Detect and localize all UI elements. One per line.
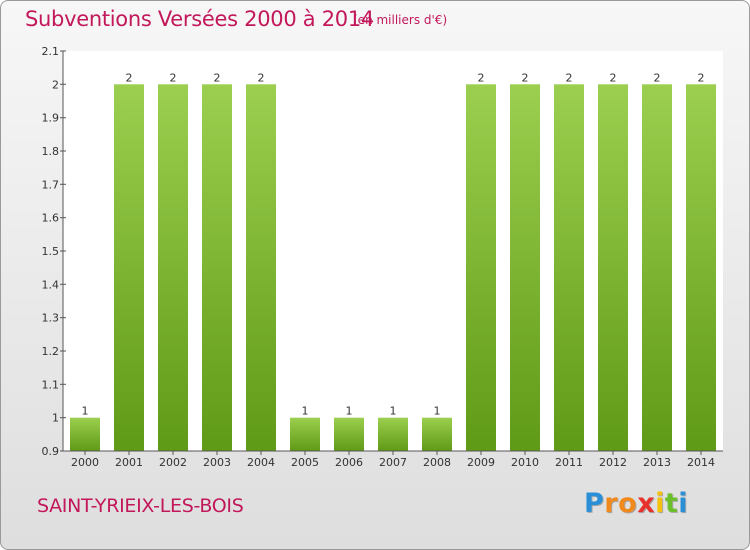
bar-2004: [246, 84, 276, 452]
data-labels-group: 1 2 2 2 2 1 1 1 1 2 2 2 2 2 2: [82, 71, 705, 417]
y-axis: 0.9 1 1.1 1.2 1.3 1.4 1.5 1.6 1.7 1.8 1.9 2 2.1: [42, 45, 66, 458]
bar-2011: [554, 84, 584, 452]
x-tick-label-2001: 2001: [115, 456, 143, 469]
data-label-2012: 2: [610, 71, 617, 84]
data-label-2001: 2: [126, 71, 133, 84]
y-tick-label-1.6: 1.6: [42, 212, 60, 225]
x-tick-label-2002: 2002: [159, 456, 187, 469]
data-label-2000: 1: [82, 405, 89, 418]
x-tick-label-2014: 2014: [687, 456, 715, 469]
x-tick-label-2003: 2003: [203, 456, 231, 469]
y-tick-label-1.9: 1.9: [42, 112, 60, 125]
bar-2012: [598, 84, 628, 452]
data-label-2010: 2: [522, 71, 529, 84]
logo-letter: t: [664, 488, 679, 519]
x-tick-label-2009: 2009: [467, 456, 495, 469]
bar-2013: [642, 84, 672, 452]
x-tick-label-2007: 2007: [379, 456, 407, 469]
logo-letter: i: [655, 488, 665, 519]
data-label-2009: 2: [478, 71, 485, 84]
y-tick-label-1.4: 1.4: [42, 278, 60, 291]
bar-2005: [290, 417, 320, 451]
bar-2009: [466, 84, 496, 452]
logo-letter: P: [584, 488, 605, 519]
bar-2002: [158, 84, 188, 452]
data-label-2011: 2: [566, 71, 573, 84]
data-label-2004: 2: [258, 71, 265, 84]
logo-letter: i: [678, 488, 689, 519]
data-label-2003: 2: [214, 71, 221, 84]
data-label-2005: 1: [302, 405, 309, 418]
chart-title: Subventions Versées 2000 à 2014: [25, 7, 374, 31]
chart-subtitle: (en milliers d'€): [353, 13, 448, 27]
bar-2008: [422, 417, 452, 451]
bar-2010: [510, 84, 540, 452]
logo-letter: o: [618, 488, 638, 519]
y-tick-label-1.1: 1.1: [42, 378, 60, 391]
data-label-2014: 2: [698, 71, 705, 84]
y-tick-label-1: 1: [52, 412, 59, 425]
data-label-2013: 2: [654, 71, 661, 84]
x-tick-label-2005: 2005: [291, 456, 319, 469]
x-tick-label-2013: 2013: [643, 456, 671, 469]
x-tick-label-2008: 2008: [423, 456, 451, 469]
x-tick-label-2004: 2004: [247, 456, 275, 469]
y-tick-label-1.5: 1.5: [42, 245, 60, 258]
commune-name: SAINT-YRIEIX-LES-BOIS: [37, 495, 244, 517]
bar-2000: [70, 417, 100, 451]
y-tick-label-2.1: 2.1: [42, 45, 60, 58]
x-tick-label-2011: 2011: [555, 456, 583, 469]
bar-2003: [202, 84, 232, 452]
y-tick-label-2: 2: [52, 78, 59, 91]
x-tick-label-2006: 2006: [335, 456, 363, 469]
x-tick-label-2000: 2000: [71, 456, 99, 469]
y-tick-label-1.7: 1.7: [42, 178, 60, 191]
y-tick-label-1.2: 1.2: [42, 345, 60, 358]
y-tick-label-1.8: 1.8: [42, 145, 60, 158]
data-label-2006: 1: [346, 405, 353, 418]
y-tick-label-1.3: 1.3: [42, 312, 60, 325]
y-tick-label-0.9: 0.9: [42, 445, 60, 458]
data-label-2002: 2: [170, 71, 177, 84]
x-tick-label-2012: 2012: [599, 456, 627, 469]
x-axis: 2000 2001 2002 2003 2004 2005 2006 2007 2008 2009…: [63, 450, 723, 469]
bar-2007: [378, 417, 408, 451]
data-label-2007: 1: [390, 405, 397, 418]
bar-2001: [114, 84, 144, 452]
bars-group: [70, 84, 716, 452]
bar-2014: [686, 84, 716, 452]
x-tick-label-2010: 2010: [511, 456, 539, 469]
data-label-2008: 1: [434, 405, 441, 418]
logo-letter: x: [637, 488, 656, 519]
proxiti-logo[interactable]: Proxiti: [584, 488, 688, 519]
logo-letter: r: [604, 488, 619, 519]
bar-2006: [334, 417, 364, 451]
